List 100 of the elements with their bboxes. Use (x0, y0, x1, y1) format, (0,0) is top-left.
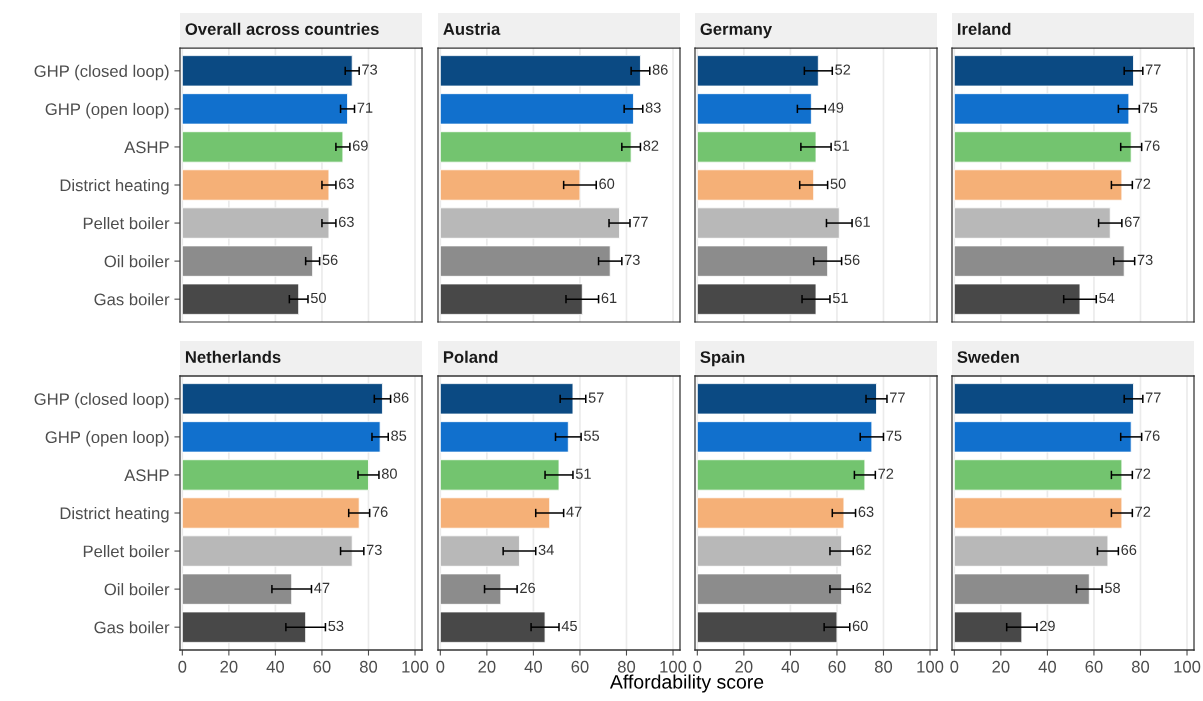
bar (696, 245, 829, 277)
bar (696, 283, 817, 315)
y-tick-label: ASHP (124, 469, 169, 482)
bar (953, 169, 1123, 201)
data-label: 50 (830, 178, 846, 189)
bar (696, 93, 812, 125)
data-label: 47 (314, 582, 330, 593)
data-label: 61 (601, 292, 617, 304)
bar (439, 283, 583, 315)
bar (953, 611, 1023, 643)
data-label: 62 (856, 582, 872, 594)
bar (696, 535, 843, 567)
bar (953, 55, 1134, 87)
data-label: 54 (1099, 292, 1115, 304)
data-label: 73 (624, 254, 640, 266)
x-tick-label: 100 (660, 660, 687, 673)
bar (181, 207, 330, 239)
data-label: 69 (352, 140, 368, 151)
bar (696, 55, 819, 87)
bar (953, 131, 1132, 163)
data-label: 50 (310, 292, 326, 304)
bar (696, 169, 815, 201)
data-label: 61 (855, 216, 870, 227)
bar (439, 611, 546, 643)
bar (696, 383, 877, 415)
bar (953, 573, 1090, 605)
bar (439, 207, 620, 239)
x-tick-label: 80 (617, 660, 636, 673)
bar (953, 497, 1123, 529)
data-label: 85 (391, 430, 407, 441)
x-tick-label: 20 (992, 660, 1010, 673)
chart-title: Poland (443, 350, 498, 363)
data-label: 83 (645, 102, 661, 113)
x-tick-label: 100 (917, 660, 944, 673)
bar (696, 207, 840, 239)
data-label: 55 (584, 430, 600, 441)
data-label: 86 (652, 64, 668, 75)
data-label: 26 (520, 582, 536, 594)
data-label: 60 (599, 178, 615, 189)
data-label: 73 (1137, 254, 1153, 266)
y-tick-label: District heating (60, 506, 169, 523)
bar (953, 459, 1123, 491)
chart-title: Netherlands (185, 350, 281, 363)
bar (181, 573, 293, 605)
bar (181, 497, 360, 529)
data-label: 75 (886, 430, 902, 441)
data-label: 58 (1105, 582, 1120, 594)
x-tick-label: 80 (1131, 660, 1150, 673)
x-tick-label: 40 (524, 660, 543, 673)
x-tick-label: 60 (1085, 660, 1103, 673)
bar (181, 93, 348, 125)
x-tick-label: 0 (950, 660, 959, 673)
x-tick-label: 60 (571, 660, 589, 673)
y-tick-label: Gas boiler (94, 621, 170, 634)
data-label: 51 (832, 292, 848, 304)
data-label: 77 (633, 216, 648, 227)
data-label: 77 (1145, 392, 1161, 403)
y-tick-label: Pellet boiler (83, 217, 170, 230)
data-label: 73 (366, 544, 382, 555)
data-label: 51 (575, 468, 591, 479)
x-tick-label: 40 (1038, 660, 1057, 673)
data-label: 80 (381, 468, 397, 479)
data-label: 76 (1144, 140, 1160, 151)
data-label: 34 (538, 544, 554, 555)
x-tick-label: 80 (359, 660, 378, 673)
data-label: 29 (1039, 620, 1055, 632)
data-label: 52 (835, 64, 851, 75)
bar (953, 283, 1081, 315)
data-label: 49 (827, 102, 844, 113)
y-tick-label: Oil boiler (104, 583, 170, 596)
chart-title: Ireland (957, 22, 1011, 35)
bar (181, 169, 330, 201)
y-tick-label: ASHP (124, 141, 169, 154)
data-label: 45 (561, 620, 577, 632)
chart-title: Austria (443, 22, 501, 35)
data-label: 82 (643, 140, 659, 151)
data-label: 56 (322, 254, 338, 266)
data-label: 56 (844, 254, 860, 266)
data-label: 72 (1135, 178, 1151, 189)
bar (181, 383, 383, 415)
bar (953, 93, 1130, 125)
data-label: 66 (1121, 544, 1137, 555)
data-label: 77 (1145, 64, 1161, 75)
bar (696, 421, 873, 453)
data-label: 47 (566, 506, 582, 517)
bar (439, 383, 574, 415)
y-tick-label: Gas boiler (94, 293, 170, 306)
x-tick-label: 0 (693, 660, 702, 673)
x-tick-label: 100 (402, 660, 429, 673)
data-label: 51 (834, 140, 849, 151)
bar (696, 497, 845, 529)
x-tick-label: 100 (1174, 660, 1201, 673)
data-label: 75 (1142, 102, 1158, 113)
y-tick-label: GHP (closed loop) (34, 64, 169, 81)
bar (439, 93, 634, 125)
data-label: 72 (1135, 506, 1151, 517)
data-label: 72 (878, 468, 894, 479)
bar (181, 459, 369, 491)
data-label: 71 (357, 102, 373, 113)
data-label: 57 (588, 392, 604, 403)
